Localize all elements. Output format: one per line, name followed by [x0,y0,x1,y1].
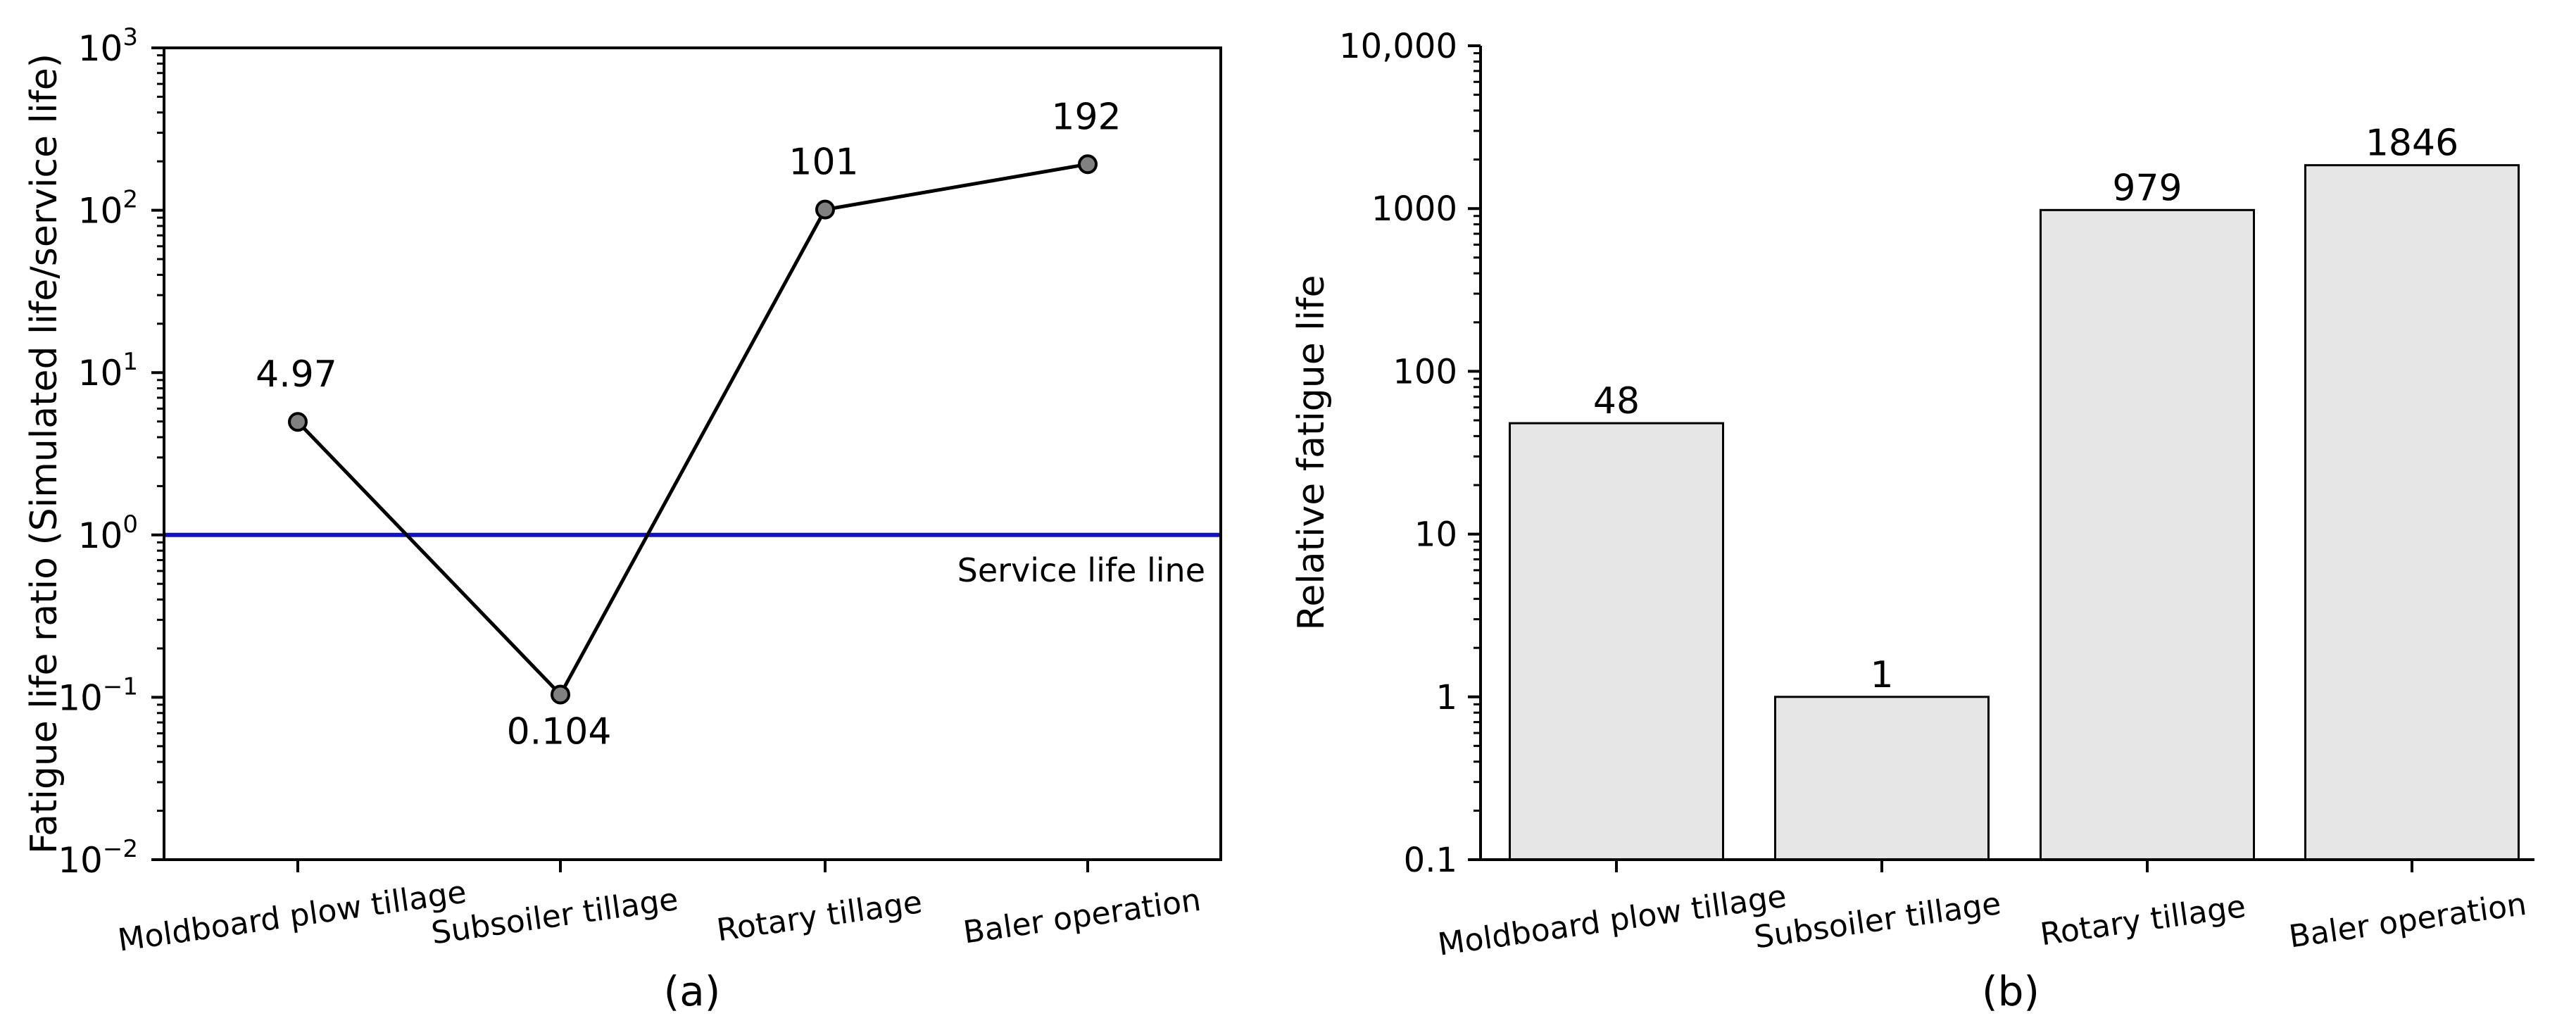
y-tick-label-exponent: 1 [122,348,138,376]
data-point-marker [551,684,570,705]
y-tick-label-exponent: 0 [122,510,138,539]
y-axis-tick-label: 103 [78,23,138,69]
y-axis-tick-label: 101 [78,348,138,394]
data-point-marker [288,412,308,432]
data-label: 4.97 [256,353,337,396]
panel-label: (b) [1982,967,2040,1015]
data-point-marker [815,199,835,220]
chart-panel-a: Service life line10−210−1100101102103Mol… [23,23,1222,1015]
y-axis-tick-label: 10−1 [58,672,138,718]
x-axis-category-label: Moldboard plow tillage [115,874,468,959]
bar-value-label: 1846 [2365,123,2458,165]
y-axis-tick-label: 1 [1435,678,1457,717]
data-label: 192 [1051,96,1121,138]
service-life-line-label: Service life line [957,551,1205,589]
x-axis-category-label: Rotary tillage [715,884,924,948]
y-tick-label-base: 10 [78,191,123,232]
plot-area-frame [163,46,1222,861]
y-tick-label-base: 10 [58,677,103,718]
y-tick-label-base: 10 [58,840,103,881]
x-axis-category-label: Moldboard plow tillage [1435,879,1788,963]
bar-value-label: 1 [1870,654,1893,696]
y-axis-tick-label: 100 [1393,352,1457,391]
x-axis-category-label: Rotary tillage [2038,889,2248,953]
bar [2304,164,2520,861]
bar-value-label: 48 [1593,380,1640,422]
series-line [296,162,1088,698]
y-axis-tick-label: 102 [78,186,138,232]
bar [2040,208,2255,861]
x-axis-category-label: Subsoiler tillage [1752,886,2004,956]
y-tick-label-base: 10 [78,28,123,69]
y-axis-tick-label: 1000 [1371,189,1457,229]
x-axis-category-label: Baler operation [2287,886,2529,955]
bar-value-label: 979 [2112,167,2182,209]
data-label: 0.104 [507,710,612,753]
x-axis-category-label: Baler operation [961,882,1203,951]
y-axis-title: Relative fatigue life [1290,275,1333,631]
y-tick-label-base: 10 [78,515,123,556]
y-axis-tick-label: 10 [1414,515,1457,555]
y-axis-tick-label: 10−2 [58,835,138,881]
panel-label: (a) [664,967,721,1015]
y-tick-label-exponent: −2 [103,835,138,863]
bar [1774,696,1990,861]
y-tick-label-exponent: 2 [122,186,138,214]
x-axis-category-label: Subsoiler tillage [429,881,681,952]
y-tick-label-base: 10 [78,353,123,394]
y-axis-title: Fatigue life ratio (Simulated life/servi… [23,54,65,854]
y-tick-label-exponent: 3 [122,23,138,51]
chart-panel-b: 48 1 979 1846 0.1 1 10 100 1000 10,000 Moldboard p… [1290,27,2534,1015]
y-axis-tick-label: 100 [78,510,138,556]
bar [1509,422,1724,861]
y-axis-tick-label: 10,000 [1339,27,1457,66]
y-axis-tick-label: 0.1 [1404,841,1457,880]
y-tick-label-exponent: −1 [103,672,138,701]
data-label: 101 [788,142,858,184]
data-point-marker [1078,154,1098,175]
